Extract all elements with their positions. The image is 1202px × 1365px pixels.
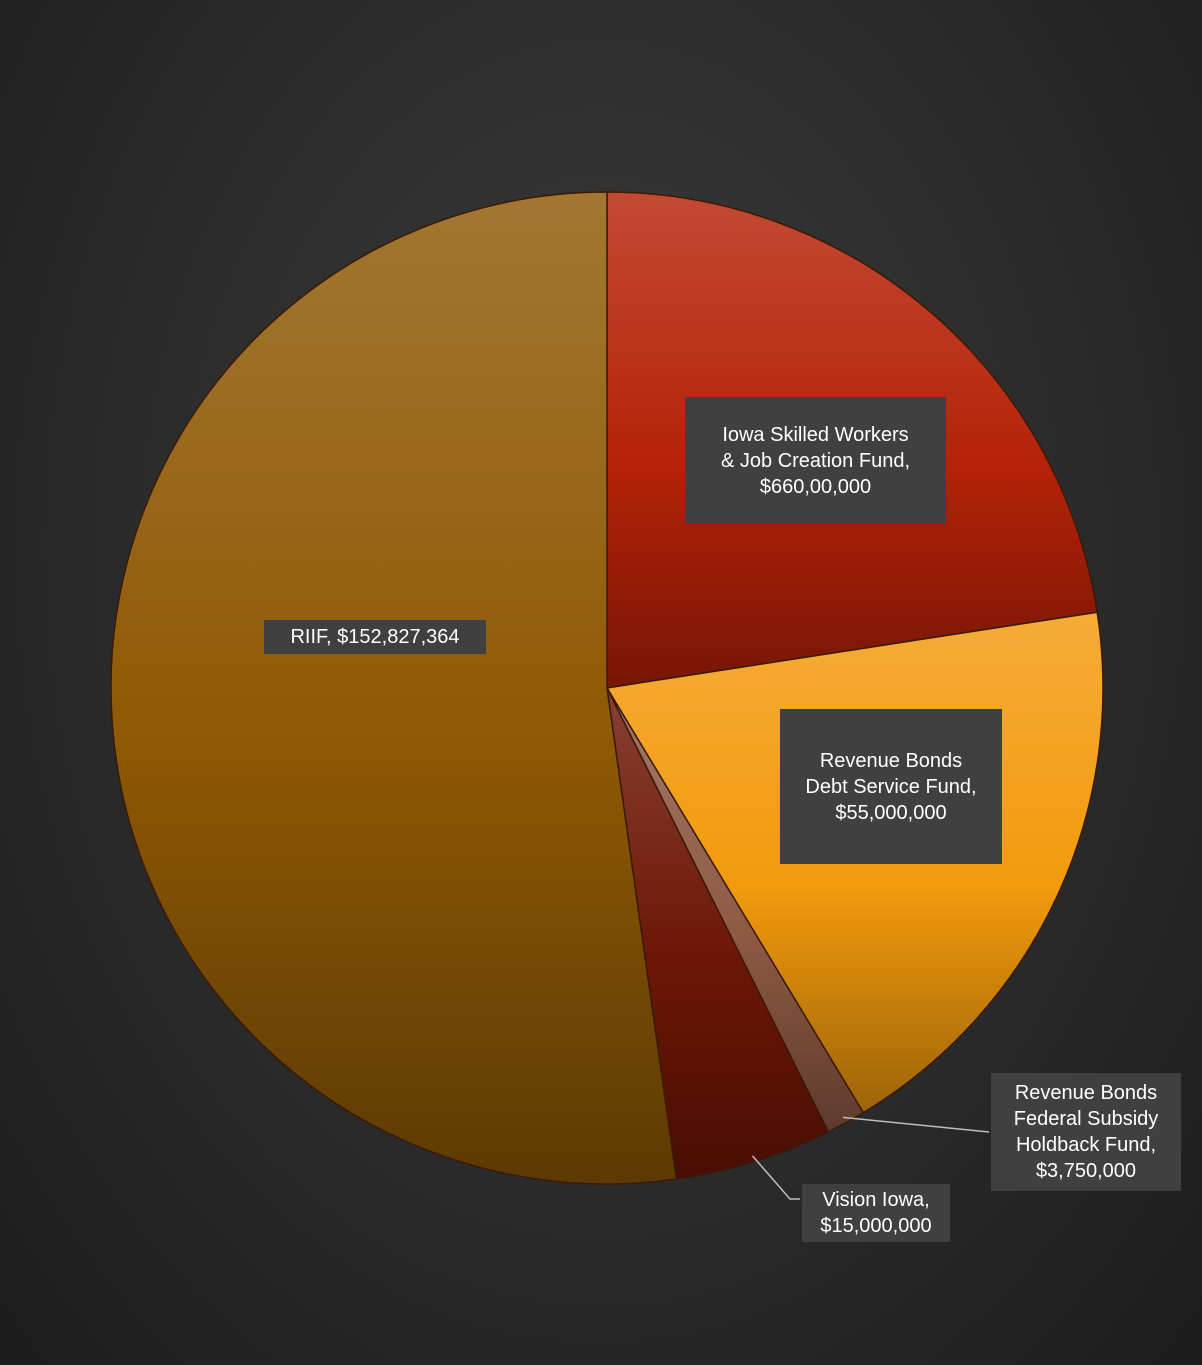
pie-slice-riif <box>110 191 678 1185</box>
pie-slice-vision-iowa <box>606 687 830 1180</box>
leader-lines <box>751 1116 990 1200</box>
slices <box>110 191 1104 1185</box>
data-label-federal-subsidy-holdback: Revenue Bonds Federal Subsidy Holdback F… <box>991 1073 1181 1191</box>
data-label-iowa-skilled-workers: Iowa Skilled Workers & Job Creation Fund… <box>685 397 946 524</box>
data-label-revenue-bonds-debt-service: Revenue Bonds Debt Service Fund, $55,000… <box>780 709 1002 864</box>
leader-line-federal-subsidy <box>843 1116 990 1133</box>
leader-line-vision-iowa <box>751 1155 800 1200</box>
data-label-riif: RIIF, $152,827,364 <box>264 620 486 654</box>
data-label-vision-iowa: Vision Iowa, $15,000,000 <box>802 1184 950 1242</box>
